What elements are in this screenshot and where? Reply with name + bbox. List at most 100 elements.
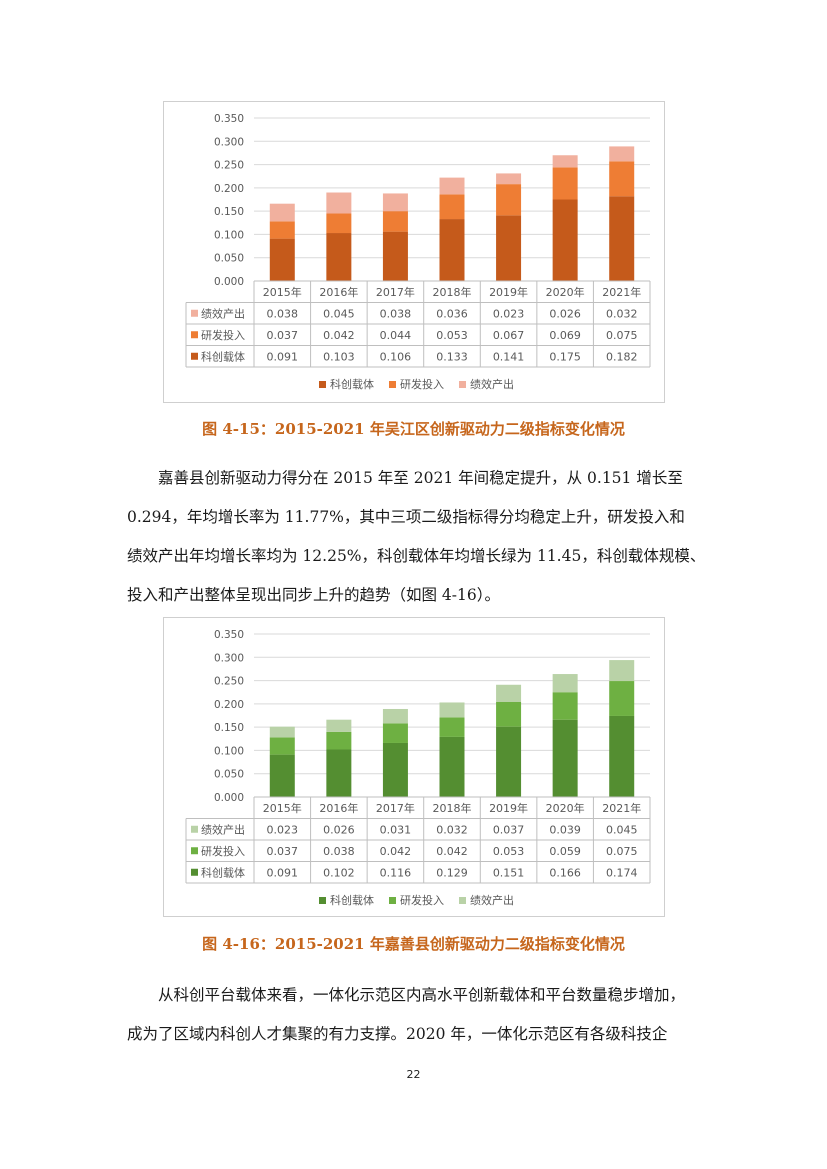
bar-segment: [439, 219, 465, 281]
data-cell: 0.037: [267, 845, 299, 858]
data-cell: 0.038: [267, 307, 299, 320]
bar-segment: [439, 736, 465, 797]
data-cell: 0.091: [267, 350, 299, 363]
x-tick-label: 2020年: [546, 285, 585, 299]
bar-segment: [269, 754, 295, 797]
x-tick-label: 2015年: [263, 801, 302, 815]
bar-segment: [269, 726, 295, 738]
data-cell: 0.032: [606, 307, 638, 320]
legend-swatch: [459, 897, 466, 904]
data-cell: 0.023: [267, 823, 299, 836]
data-cell: 0.069: [549, 329, 581, 342]
y-tick-label: 0.350: [214, 629, 244, 641]
paragraph-line: 投入和产出整体呈现出同步上升的趋势（如图 4-16）。: [127, 586, 501, 604]
y-tick-label: 0.300: [214, 136, 244, 148]
bar-segment: [496, 684, 522, 702]
bar-segment: [496, 173, 522, 185]
table-row-label: 绩效产出: [201, 822, 245, 836]
table-row-label: 绩效产出: [201, 306, 245, 320]
data-cell: 0.141: [493, 350, 524, 363]
data-cell: 0.038: [380, 307, 412, 320]
bar-segment: [382, 708, 408, 724]
bar-segment: [326, 749, 352, 797]
x-tick-label: 2015年: [263, 285, 302, 299]
page-number: 22: [406, 1068, 421, 1081]
table-row-label: 研发投入: [201, 328, 245, 342]
data-cell: 0.042: [323, 329, 355, 342]
data-cell: 0.075: [606, 329, 638, 342]
bar-segment: [496, 726, 522, 797]
data-cell: 0.175: [549, 350, 581, 363]
data-cell: 0.045: [606, 823, 638, 836]
paragraph-line: 成为了区域内科创人才集聚的有力支撑。2020 年，一体化示范区有各级科技企: [127, 1025, 668, 1043]
x-tick-label: 2019年: [489, 285, 528, 299]
x-tick-label: 2020年: [546, 801, 585, 815]
legend-swatch: [389, 381, 396, 388]
legend-swatch: [319, 897, 326, 904]
data-cell: 0.166: [549, 866, 581, 879]
data-cell: 0.106: [380, 350, 412, 363]
paragraph-line: 绩效产出年均增长率均为 12.25%，科创载体年均增长绿为 11.45，科创载体…: [127, 547, 706, 565]
bar-segment: [269, 737, 295, 755]
chart-wujiang: 0.000 0.050 0.100 0.150 0.200 0.250 0.300 0.350…: [163, 101, 665, 403]
y-tick-label: 0.100: [214, 745, 244, 757]
data-cell: 0.031: [380, 823, 412, 836]
bar-segment: [609, 715, 635, 797]
bar-segment: [439, 194, 465, 220]
legend-label: 科创载体: [330, 377, 374, 391]
table-legend-key: [191, 331, 198, 339]
data-cell: 0.059: [549, 845, 581, 858]
legend-swatch: [459, 381, 466, 388]
data-cell: 0.067: [493, 329, 524, 342]
y-tick-label: 0.150: [214, 722, 244, 734]
chart-wujiang-svg: 0.000 0.050 0.100 0.150 0.200 0.250 0.300 0.350…: [185, 113, 651, 391]
data-cell: 0.039: [549, 823, 581, 836]
chart-jiashan: 0.000 0.050 0.100 0.150 0.200 0.250 0.300 0.350…: [163, 617, 665, 917]
table-legend-key: [191, 825, 198, 833]
data-cell: 0.091: [267, 866, 299, 879]
bar-segment: [552, 167, 578, 200]
bar-segment: [552, 199, 578, 281]
legend-label: 研发投入: [400, 893, 444, 907]
data-cell: 0.102: [323, 866, 355, 879]
table-legend-key: [191, 309, 198, 317]
data-cell: 0.036: [436, 307, 468, 320]
y-tick-label: 0.200: [214, 183, 244, 195]
data-cell: 0.045: [323, 307, 355, 320]
y-tick-label: 0.300: [214, 652, 244, 664]
x-tick-label: 2018年: [433, 285, 472, 299]
legend-swatch: [319, 381, 326, 388]
bar-segment: [269, 203, 295, 222]
paragraph-line: 0.294，年均增长率为 11.77%，其中三项二级指标得分均稳定上升，研发投入…: [127, 508, 685, 526]
legend-label: 科创载体: [330, 893, 374, 907]
x-tick-label: 2016年: [319, 285, 358, 299]
y-tick-label: 0.250: [214, 160, 244, 172]
bar-segment: [552, 719, 578, 797]
bar-segment: [326, 731, 352, 750]
bar-segment: [609, 660, 635, 682]
data-cell: 0.044: [380, 329, 412, 342]
bar-segment: [609, 196, 635, 281]
bar-segment: [326, 213, 352, 234]
y-tick-label: 0.050: [214, 769, 244, 781]
chart-jiashan-svg: 0.000 0.050 0.100 0.150 0.200 0.250 0.300 0.350…: [185, 629, 651, 907]
paragraph-line: 嘉善县创新驱动力得分在 2015 年至 2021 年间稳定提升，从 0.151 …: [158, 469, 683, 487]
x-tick-label: 2016年: [319, 801, 358, 815]
bar-segment: [609, 146, 635, 162]
bar-segment: [382, 193, 408, 212]
y-tick-label: 0.050: [214, 253, 244, 265]
bar-segment: [439, 177, 465, 195]
data-cell: 0.026: [323, 823, 355, 836]
x-tick-label: 2019年: [489, 801, 528, 815]
legend-label: 研发投入: [400, 377, 444, 391]
y-tick-label: 0.350: [214, 113, 244, 125]
data-cell: 0.151: [493, 866, 524, 879]
data-cell: 0.042: [436, 845, 468, 858]
x-tick-label: 2018年: [433, 801, 472, 815]
x-tick-label: 2021年: [602, 801, 641, 815]
y-tick-label: 0.000: [214, 276, 244, 288]
figure-caption-4-15: 图 4-15：2015-2021 年吴江区创新驱动力二级指标变化情况: [202, 420, 625, 438]
data-cell: 0.116: [380, 866, 412, 879]
y-tick-label: 0.150: [214, 206, 244, 218]
bar-segment: [552, 674, 578, 693]
